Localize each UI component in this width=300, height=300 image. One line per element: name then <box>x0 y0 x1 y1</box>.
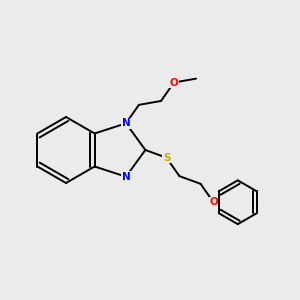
Text: N: N <box>122 172 130 182</box>
Text: N: N <box>122 118 130 128</box>
Text: O: O <box>169 77 178 88</box>
Text: S: S <box>163 153 170 163</box>
Text: O: O <box>209 197 218 207</box>
